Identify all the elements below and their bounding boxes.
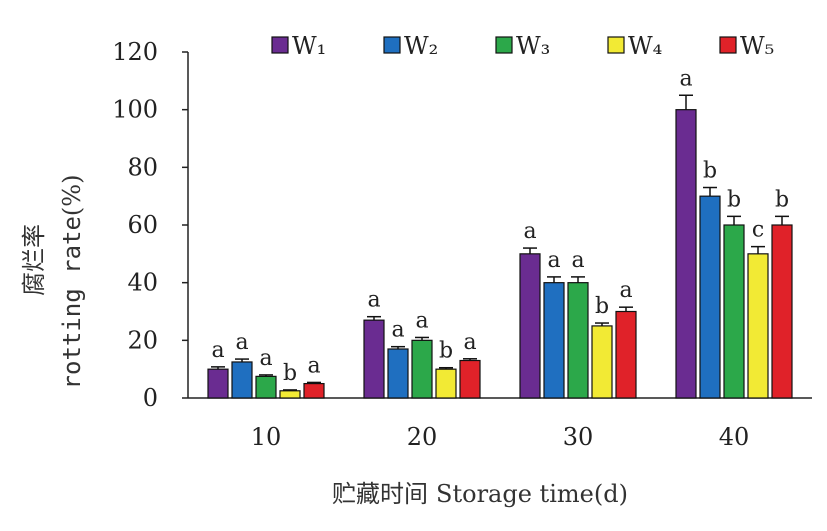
- significance-label: a: [235, 330, 248, 355]
- bar-3-20: [411, 339, 433, 399]
- significance-label: b: [439, 339, 453, 364]
- bar-4-40: [747, 253, 769, 399]
- y-tick-label: 80: [127, 153, 158, 181]
- significance-label: b: [283, 361, 297, 386]
- y-tick-label: 60: [127, 211, 158, 239]
- significance-label: a: [211, 338, 224, 363]
- y-tick-label: 0: [143, 384, 158, 412]
- bar-5-30: [615, 310, 637, 399]
- bar-5-40: [771, 224, 793, 399]
- significance-label: a: [307, 353, 320, 378]
- bar-2-20: [387, 348, 409, 399]
- y-axis-title: 腐烂率 rotting rate(%): [20, 175, 86, 390]
- bar-1-10: [207, 368, 229, 399]
- significance-label: b: [595, 294, 609, 319]
- legend-label-5: W₅: [740, 32, 774, 60]
- y-tick-labels: 0 20 40 60 80 100 120: [112, 38, 188, 412]
- y-tick-label: 120: [112, 38, 158, 66]
- bar-3-10: [255, 375, 277, 399]
- significance-label: a: [571, 248, 584, 273]
- bar-1-30: [519, 253, 541, 399]
- legend-label-2: W₂: [404, 32, 438, 60]
- x-tick-label: 10: [251, 423, 282, 451]
- significance-label: b: [727, 187, 741, 212]
- y-axis-title-cn: 腐烂率: [20, 224, 48, 296]
- legend-swatch-1: [271, 36, 289, 54]
- y-axis-title-unit: (%): [58, 175, 86, 217]
- significance-label: a: [259, 346, 272, 371]
- y-axis-title-en-text: rotting rate: [58, 216, 86, 389]
- significance-label: a: [415, 308, 428, 333]
- significance-label: a: [367, 288, 380, 313]
- x-axis-title-en: Storage time(d): [436, 480, 628, 508]
- significance-label: a: [679, 66, 692, 91]
- legend-label-1: W₁: [292, 32, 326, 60]
- x-tick-label: 40: [719, 423, 750, 451]
- y-tick-label: 20: [127, 326, 158, 354]
- y-tick-label: 40: [127, 269, 158, 297]
- x-tick-label: 20: [407, 423, 438, 451]
- legend-swatch-2: [383, 36, 401, 54]
- significance-label: a: [391, 318, 404, 343]
- bar-5-10: [303, 382, 325, 399]
- legend-swatch-3: [495, 36, 513, 54]
- legend: W₁ W₂ W₃ W₄ W₅: [271, 32, 774, 60]
- significance-label: c: [752, 218, 764, 243]
- bar-4-10: [279, 390, 301, 399]
- legend-swatch-5: [719, 36, 737, 54]
- bar-1-40: [675, 109, 697, 399]
- bar-1-20: [363, 319, 385, 399]
- legend-swatch-4: [607, 36, 625, 54]
- significance-label: a: [547, 248, 560, 273]
- bar-2-30: [543, 282, 565, 399]
- bar-2-40: [699, 195, 721, 399]
- y-axis-title-en: rotting rate(%): [58, 175, 86, 390]
- bar-5-20: [459, 359, 481, 399]
- bar-2-10: [231, 361, 253, 399]
- significance-label: b: [703, 159, 717, 184]
- x-tick-label: 30: [563, 423, 594, 451]
- legend-label-3: W₃: [516, 32, 550, 60]
- bar-3-40: [723, 224, 745, 399]
- x-axis-title-cn: 贮藏时间: [332, 480, 428, 508]
- bar-3-30: [567, 282, 589, 399]
- x-tick-labels: 10 20 30 40: [251, 423, 750, 451]
- significance-label: a: [463, 330, 476, 355]
- significance-label: b: [775, 187, 789, 212]
- significance-label: a: [619, 278, 632, 303]
- x-axis-title: 贮藏时间 Storage time(d): [332, 480, 628, 508]
- significance-label: a: [523, 219, 536, 244]
- bar-4-30: [591, 325, 613, 399]
- y-tick-label: 100: [112, 96, 158, 124]
- legend-label-4: W₄: [628, 32, 662, 60]
- bar-4-20: [435, 368, 457, 399]
